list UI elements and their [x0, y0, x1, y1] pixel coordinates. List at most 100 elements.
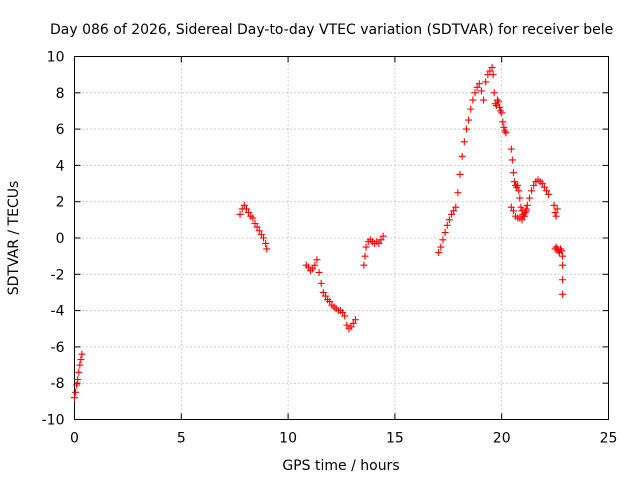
data-point — [516, 194, 524, 202]
data-point — [450, 207, 458, 215]
data-point — [75, 368, 83, 376]
data-point — [471, 89, 479, 97]
data-point — [460, 138, 468, 146]
data-point — [454, 189, 462, 197]
y-tick-label: -6 — [51, 340, 65, 356]
x-axis-label: GPS time / hours — [282, 458, 399, 474]
data-point — [74, 376, 82, 384]
data-point — [488, 63, 496, 71]
data-point — [257, 230, 265, 238]
tick-labels: 0 5 10 15 20 25 -10 -8 -6 -4 -2 0 2 4 6 8 10 — [42, 50, 618, 447]
x-tick-label: 0 — [70, 431, 79, 447]
x-tick-label: 5 — [177, 431, 186, 447]
data-point — [72, 388, 80, 396]
data-point — [552, 212, 560, 220]
data-point — [304, 263, 312, 271]
data-point — [480, 96, 488, 104]
grid-lines — [74, 56, 609, 420]
data-point — [260, 234, 268, 242]
y-tick-label: -4 — [51, 304, 65, 320]
data-point — [253, 223, 261, 231]
data-point — [499, 118, 507, 126]
data-point — [528, 187, 536, 195]
data-point — [448, 210, 456, 218]
data-point — [437, 243, 445, 251]
x-tick-label: 25 — [600, 431, 618, 447]
data-point — [494, 98, 502, 106]
data-point — [441, 229, 449, 237]
data-point — [315, 268, 323, 276]
data-point — [343, 321, 351, 329]
x-tick-label: 15 — [386, 431, 404, 447]
data-point — [236, 210, 244, 218]
data-point — [515, 187, 523, 195]
data-point — [456, 170, 464, 178]
y-tick-label: 6 — [56, 122, 65, 138]
data-point — [467, 105, 475, 113]
data-point — [465, 116, 473, 124]
data-point — [525, 194, 533, 202]
data-point — [551, 209, 559, 217]
data-point — [497, 107, 505, 115]
data-point — [509, 207, 517, 215]
y-tick-label: 8 — [56, 86, 65, 102]
data-point — [351, 316, 359, 324]
x-tick-label: 20 — [493, 431, 511, 447]
data-point — [475, 80, 483, 88]
data-point — [540, 183, 548, 191]
data-point — [469, 96, 477, 104]
data-point — [511, 178, 519, 186]
data-point — [530, 181, 538, 189]
data-point — [502, 129, 510, 137]
data-point — [240, 201, 248, 209]
data-point — [360, 261, 368, 269]
data-point — [245, 209, 253, 217]
data-point — [507, 203, 515, 211]
data-point — [462, 125, 470, 133]
data-point — [77, 356, 85, 364]
data-point — [509, 169, 517, 177]
data-point — [262, 239, 270, 247]
y-tick-label: 4 — [56, 158, 65, 174]
data-point — [309, 265, 317, 273]
data-point — [508, 156, 516, 164]
data-point — [361, 252, 369, 260]
data-point — [523, 201, 531, 209]
data-point — [500, 123, 508, 131]
data-point — [520, 212, 528, 220]
data-point — [543, 187, 551, 195]
y-tick-label: -8 — [51, 376, 65, 392]
y-tick-label: -10 — [42, 413, 65, 429]
data-point — [518, 216, 526, 224]
data-point — [73, 381, 81, 389]
data-point — [362, 243, 370, 251]
data-point — [445, 216, 453, 224]
y-axis-label: SDTVAR / TECUs — [6, 181, 22, 296]
data-point — [452, 203, 460, 211]
data-point — [498, 109, 506, 117]
data-point — [347, 323, 355, 331]
data-point — [458, 152, 466, 160]
data-point — [251, 219, 259, 227]
data-point — [71, 394, 78, 402]
data-point — [559, 252, 567, 260]
data-point — [379, 232, 387, 240]
data-point — [341, 312, 349, 320]
data-point — [76, 361, 84, 369]
data-point — [482, 78, 490, 86]
data-point — [514, 181, 522, 189]
axis-ticks — [74, 56, 609, 420]
data-point — [249, 214, 257, 222]
data-point — [496, 103, 504, 111]
data-point — [439, 236, 447, 244]
data-point — [317, 279, 325, 287]
data-point — [550, 201, 558, 209]
y-tick-label: 2 — [56, 195, 65, 211]
data-point — [517, 203, 525, 211]
chart-title: Day 086 of 2026, Sidereal Day-to-day VTE… — [50, 22, 613, 38]
data-point — [375, 239, 383, 247]
data-point — [490, 89, 498, 97]
data-point — [558, 247, 566, 255]
data-point — [313, 256, 321, 264]
